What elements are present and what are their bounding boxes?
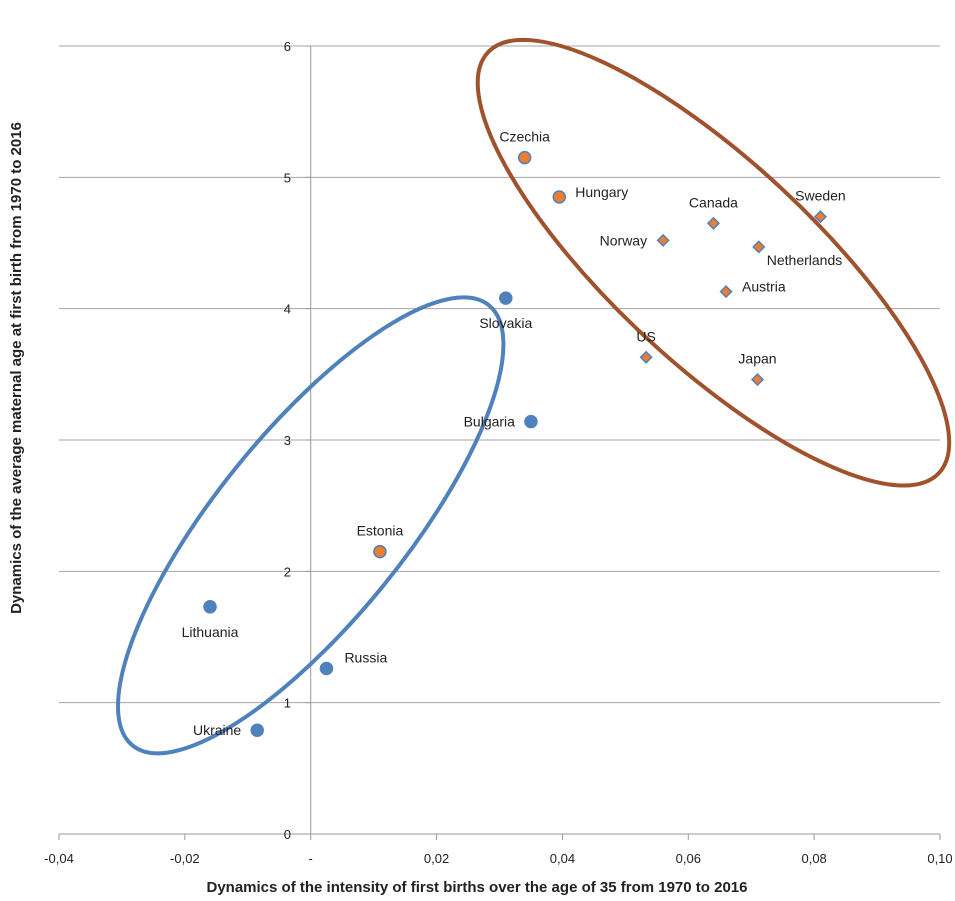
point-labels: Czechia Hungary Canada Sweden Norway Netherla… [182,129,846,739]
point-bulgaria [524,414,538,429]
x-tick-labels: -0,04 -0,02-0,02 0,04 0,06 0,08 0,10 [44,851,952,866]
label-czechia: Czechia [499,129,550,145]
y-tick-label: 5 [284,170,291,185]
point-us [639,350,653,364]
x-tick-label: -0,04 [44,851,74,866]
point-ukraine [250,723,264,737]
x-tick-label: 0,06 [676,851,701,866]
label-ukraine: Ukraine [193,722,241,738]
label-sweden: Sweden [795,188,846,204]
label-bulgaria: Bulgaria [464,414,516,430]
group-ellipse-orange [475,37,952,488]
y-tick-labels: 0 1 2 3 4 5 6 [284,39,291,842]
x-tick-label: - [309,851,313,866]
x-tick-label: 0,02 [424,851,449,866]
point-canada [706,216,721,230]
y-tick-label: 4 [284,302,291,317]
cluster-ellipses [115,37,952,756]
label-russia: Russia [344,650,387,666]
data-points [203,150,827,737]
point-austria [719,285,733,299]
label-austria: Austria [742,279,786,295]
label-estonia: Estonia [357,523,404,539]
x-axis-title: Dynamics of the intensity of first birth… [207,879,748,896]
point-norway [656,233,670,247]
point-slovakia [499,291,513,305]
y-tick-label: 1 [284,696,291,711]
label-norway: Norway [600,232,647,248]
point-japan [750,373,765,387]
label-canada: Canada [689,194,738,210]
label-japan: Japan [738,351,776,367]
x-tick-label: 0,04 [550,851,575,866]
y-tick-label: 2 [284,564,291,579]
x-tick-label: -0,02 [170,851,200,866]
y-axis-title: Dynamics of the average maternal age at … [8,122,25,614]
point-estonia [373,544,387,559]
y-tick-label: 3 [284,433,291,448]
point-hungary [552,190,567,204]
y-tick-label: 0 [284,827,291,842]
point-sweden [813,210,827,224]
label-slovakia: Slovakia [479,315,532,331]
point-netherlands [752,240,766,254]
label-us: US [636,328,655,344]
x-tick-label: 0,10 [927,851,952,866]
label-hungary: Hungary [575,184,628,200]
y-tick-label: 6 [284,39,291,54]
axes [58,45,941,840]
x-tick-label: 0,08 [801,851,826,866]
point-lithuania [203,600,217,614]
group-ellipse-blue [115,295,506,756]
point-russia [319,661,334,676]
label-lithuania: Lithuania [182,624,239,640]
label-netherlands: Netherlands [767,252,843,268]
point-czechia [517,150,532,165]
